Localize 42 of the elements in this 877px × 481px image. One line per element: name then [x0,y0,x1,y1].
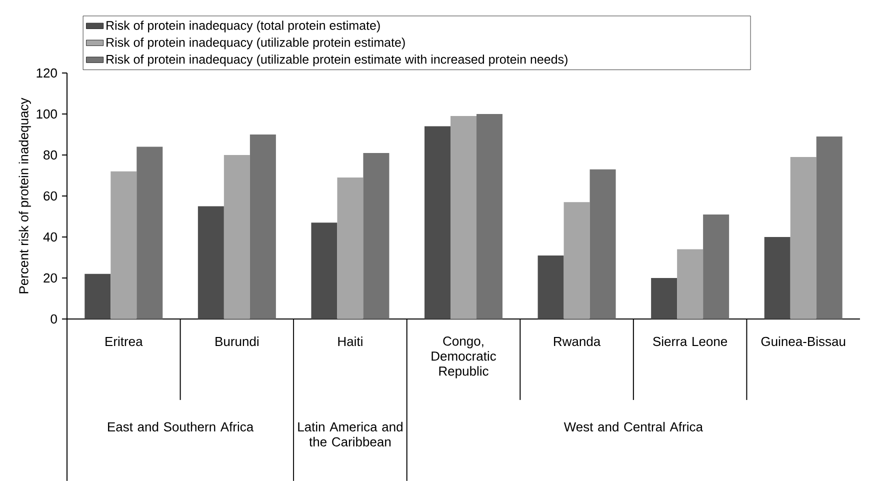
bar [198,206,224,319]
bar [250,134,276,319]
x-tick-label: Congo, Democratic Republic [432,336,496,378]
bar [538,255,564,319]
bar [84,274,111,319]
text: West and Central Africa [564,422,703,432]
y-tick-label: 0 [50,314,57,324]
x-tick-label: Burundi [216,336,258,346]
bar [224,154,250,319]
bar [564,202,590,319]
bar [703,214,730,319]
y-tick-label: 80 [44,150,57,160]
bar [450,116,476,319]
y-tick-label: 120 [36,68,57,78]
bar [790,157,816,319]
y-tick-label: 100 [36,109,57,119]
text: East and Southern Africa [108,422,254,432]
bar [337,178,364,319]
bar [311,222,338,319]
bar [136,146,163,319]
y-tick-label: 40 [43,232,57,242]
y-tick-label: 20 [44,273,57,283]
bar [816,136,842,319]
bar [424,126,450,319]
x-tick-label: Haiti [338,336,362,346]
bar [110,171,137,319]
x-tick-label: Rwanda [554,336,601,346]
y-axis-title: Percent risk of protein inadequacy [18,98,31,294]
bar [476,114,502,319]
bar [651,278,678,319]
legend-label: Risk of protein inadequacy (utilizable protein estimate) [106,38,405,50]
legend-label: Risk of protein inadequacy (total protein estimate) [106,20,380,32]
bar [363,152,390,319]
x-tick-label: Sierra Leone [653,336,728,346]
x-tick-label: Eritrea [106,336,143,346]
bar [590,169,616,319]
x-tick-label: Guinea-Bissau [761,336,846,346]
bar [764,236,790,319]
text: Latin America and the Caribbean [298,422,402,446]
y-tick-label: 60 [44,191,57,201]
bar [677,249,704,319]
legend-label: Risk of protein inadequacy (utilizable protein estimate with increased protein needs) [106,54,568,66]
